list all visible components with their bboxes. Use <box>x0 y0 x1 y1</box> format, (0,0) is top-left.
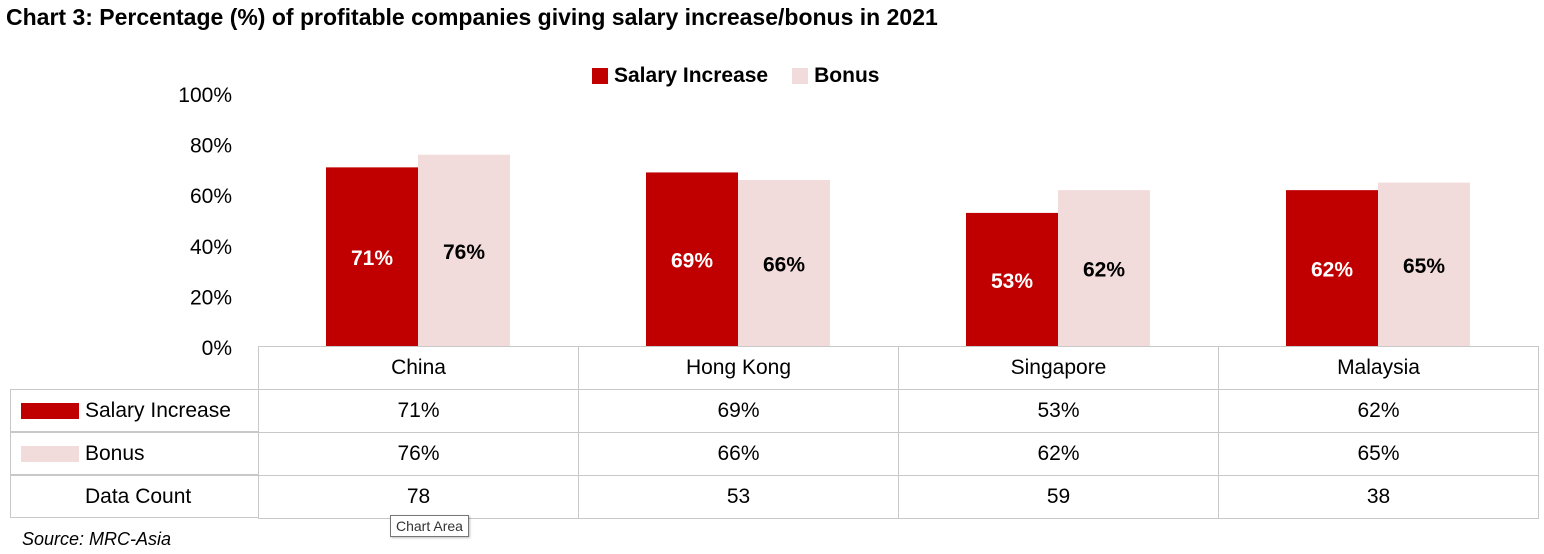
data-table[interactable]: China Hong Kong Singapore Malaysia 71% 6… <box>258 346 1539 519</box>
table-cell: 59 <box>898 475 1219 519</box>
table-header-china: China <box>258 346 579 390</box>
y-tick-label: 40% <box>190 236 232 259</box>
legend[interactable]: Salary Increase Bonus <box>592 62 903 90</box>
table-cell: 62% <box>1218 389 1539 433</box>
bar-salary-increase[interactable] <box>1286 190 1378 347</box>
legend-label-bonus: Bonus <box>814 64 880 87</box>
bar-bonus[interactable] <box>418 154 510 347</box>
row-swatch-bonus <box>21 445 79 462</box>
bar-data-label: 71% <box>351 247 393 270</box>
table-cell: 65% <box>1218 432 1539 476</box>
bar-bonus[interactable] <box>1058 190 1150 347</box>
legend-item-salary[interactable]: Salary Increase <box>592 64 768 88</box>
bar-data-label: 62% <box>1083 259 1125 282</box>
row-label-bonus: Bonus <box>10 432 258 475</box>
bar-data-label: 76% <box>443 241 485 264</box>
bar-data-label: 62% <box>1311 259 1353 282</box>
table-row-bonus: 76% 66% 62% 65% <box>258 432 1539 476</box>
y-tick-label: 80% <box>190 135 232 158</box>
table-cell: 53% <box>898 389 1219 433</box>
legend-item-bonus[interactable]: Bonus <box>792 64 879 88</box>
table-header-malaysia: Malaysia <box>1218 346 1539 390</box>
bar-salary-increase[interactable] <box>326 167 418 347</box>
table-cell: 71% <box>258 389 579 433</box>
table-row-data-count: 78 53 59 38 <box>258 475 1539 519</box>
row-label-data-count-text: Data Count <box>85 484 192 508</box>
y-tick-label: 60% <box>190 185 232 208</box>
bar-bonus[interactable] <box>1378 182 1470 347</box>
row-label-bonus-text: Bonus <box>85 441 145 465</box>
legend-swatch-bonus <box>792 68 809 84</box>
table-header-row: China Hong Kong Singapore Malaysia <box>258 346 1539 390</box>
legend-label-salary: Salary Increase <box>614 64 769 87</box>
table-cell: 69% <box>578 389 899 433</box>
y-tick-label: 0% <box>202 337 232 360</box>
bar-salary-increase[interactable] <box>966 212 1058 347</box>
table-cell: 62% <box>898 432 1219 476</box>
table-header-hong-kong: Hong Kong <box>578 346 899 390</box>
row-label-salary: Salary Increase <box>10 389 258 432</box>
table-cell: 76% <box>258 432 579 476</box>
row-swatch-salary <box>21 402 79 419</box>
source-note: Source: MRC-Asia <box>22 529 172 549</box>
y-tick-label: 20% <box>190 286 232 309</box>
bar-bonus[interactable] <box>738 180 830 347</box>
table-cell: 53 <box>578 475 899 519</box>
table-cell: 78 <box>258 475 579 519</box>
table-cell: 38 <box>1218 475 1539 519</box>
bar-data-label: 69% <box>671 250 713 273</box>
bar-data-label: 53% <box>991 270 1033 293</box>
table-header-singapore: Singapore <box>898 346 1219 390</box>
row-label-salary-text: Salary Increase <box>85 398 231 422</box>
table-cell: 66% <box>578 432 899 476</box>
bar-salary-increase[interactable] <box>646 172 738 347</box>
table-row-salary: 71% 69% 53% 62% <box>258 389 1539 433</box>
y-tick-label: 100% <box>178 84 232 107</box>
bar-data-label: 65% <box>1403 255 1445 278</box>
chart-area-tooltip: Chart Area <box>390 515 469 537</box>
legend-swatch-salary <box>592 68 608 84</box>
row-label-data-count: Data Count <box>10 475 258 518</box>
bar-data-label: 66% <box>763 254 805 277</box>
chart-title: Chart 3: Percentage (%) of profitable co… <box>6 4 938 30</box>
